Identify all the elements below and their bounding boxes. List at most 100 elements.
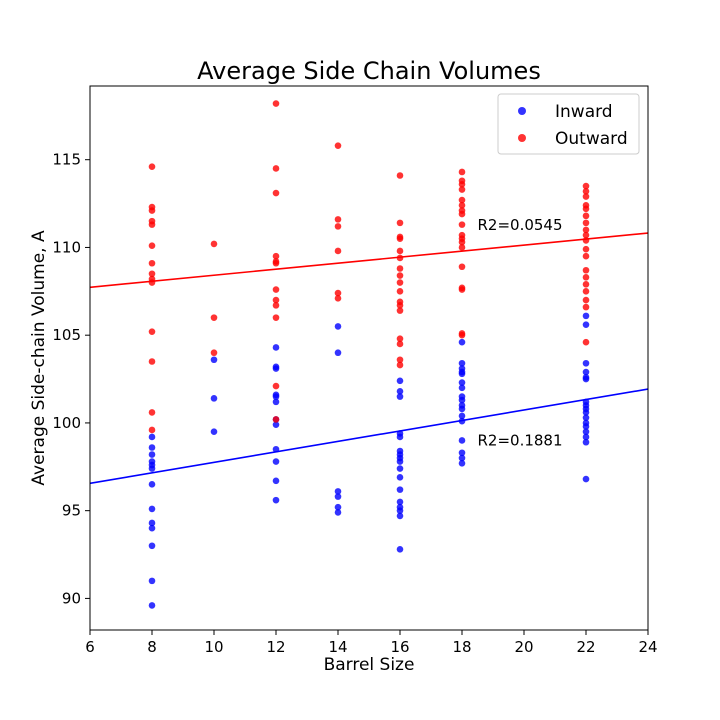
x-tick-label: 8: [147, 638, 157, 656]
data-point-inward: [458, 459, 466, 467]
data-point-inward: [582, 359, 590, 367]
data-point-inward: [396, 486, 404, 493]
data-point-outward: [458, 180, 466, 188]
data-point-outward: [582, 273, 590, 281]
x-tick-label: 16: [390, 638, 409, 656]
legend: Inward Outward: [497, 93, 640, 155]
data-point-inward: [272, 458, 280, 465]
data-point-inward: [148, 433, 156, 441]
data-point-inward: [396, 458, 404, 465]
data-point-inward: [396, 507, 404, 514]
data-point-outward: [148, 242, 156, 249]
data-point-outward: [148, 279, 156, 286]
data-point-inward: [334, 493, 342, 500]
data-point-outward: [272, 252, 280, 260]
legend-marker-inward: [518, 107, 526, 115]
data-point-inward: [582, 312, 590, 320]
legend-box: [497, 93, 640, 155]
data-point-inward: [396, 474, 404, 481]
data-point-inward: [148, 602, 156, 609]
y-axis-label: Average Side-chain Volume, A: [29, 230, 49, 486]
data-point-inward: [582, 475, 590, 483]
data-point-outward: [582, 245, 590, 253]
legend-marker-outward: [518, 134, 526, 142]
data-point-inward: [396, 388, 404, 395]
data-point-inward: [272, 344, 280, 351]
data-point-outward: [582, 187, 590, 195]
data-point-inward: [272, 398, 280, 406]
data-point-inward: [458, 417, 466, 425]
data-point-outward: [272, 416, 280, 423]
data-point-outward: [458, 244, 466, 251]
data-point-outward: [582, 237, 590, 244]
data-point-inward: [148, 524, 156, 532]
data-point-outward: [272, 286, 280, 293]
data-point-outward: [396, 219, 404, 227]
data-point-inward: [582, 428, 590, 436]
data-point-inward: [148, 519, 156, 527]
data-point-outward: [148, 221, 156, 228]
data-point-inward: [210, 356, 218, 364]
legend-label-inward: Inward: [555, 102, 613, 122]
data-point-inward: [148, 577, 156, 585]
data-point-inward: [582, 433, 590, 441]
data-point-inward: [334, 488, 342, 495]
data-point-inward: [582, 414, 590, 421]
data-point-outward: [396, 307, 404, 314]
r2-annotations: R2=0.1881 R2=0.0545: [478, 216, 563, 450]
r2-label-inward: R2=0.1881: [478, 432, 563, 450]
data-point-outward: [458, 286, 466, 293]
data-point-inward: [458, 370, 466, 378]
data-point-outward: [272, 296, 280, 304]
data-point-outward: [458, 221, 466, 228]
y-tick-label: 110: [52, 238, 81, 256]
y-tick-label: 90: [62, 589, 81, 607]
data-point-outward: [148, 328, 156, 335]
data-point-outward: [582, 266, 590, 274]
data-point-inward: [458, 449, 466, 457]
plot-frame: [89, 85, 649, 631]
y-axis: 90 95 100 105 110 115: [52, 151, 90, 607]
x-axis-label: Barrel Size: [324, 655, 415, 675]
data-point-inward: [458, 384, 466, 392]
data-point-outward: [582, 205, 590, 213]
chart-title: Average Side Chain Volumes: [197, 57, 541, 85]
data-point-inward: [458, 338, 466, 346]
data-point-inward: [396, 393, 404, 400]
data-point-inward: [458, 379, 466, 386]
data-point-inward: [272, 496, 280, 504]
data-points: [148, 100, 590, 609]
data-point-inward: [458, 359, 466, 367]
data-point-outward: [396, 247, 404, 255]
y-tick-label: 100: [52, 414, 81, 432]
x-tick-label: 22: [576, 638, 595, 656]
data-point-inward: [334, 509, 342, 516]
data-point-outward: [396, 340, 404, 348]
data-point-outward: [334, 223, 342, 230]
data-point-inward: [396, 433, 404, 441]
data-point-outward: [396, 279, 404, 286]
data-point-inward: [148, 505, 156, 513]
data-point-outward: [210, 349, 218, 357]
data-point-outward: [272, 382, 280, 390]
data-point-inward: [210, 395, 218, 402]
data-point-inward: [334, 349, 342, 357]
x-tick-label: 10: [204, 638, 223, 656]
data-point-outward: [582, 182, 590, 190]
data-point-outward: [396, 288, 404, 295]
data-point-outward: [582, 288, 590, 295]
data-point-outward: [582, 338, 590, 346]
data-point-inward: [334, 323, 342, 330]
data-point-inward: [582, 423, 590, 430]
data-point-outward: [396, 272, 404, 279]
data-point-outward: [458, 331, 466, 339]
data-point-inward: [148, 444, 156, 451]
data-point-inward: [582, 409, 590, 416]
data-point-inward: [582, 368, 590, 376]
r2-label-outward: R2=0.0545: [478, 216, 563, 234]
data-point-outward: [396, 356, 404, 364]
data-point-outward: [582, 212, 590, 220]
data-point-inward: [458, 454, 466, 462]
data-point-inward: [396, 465, 404, 472]
